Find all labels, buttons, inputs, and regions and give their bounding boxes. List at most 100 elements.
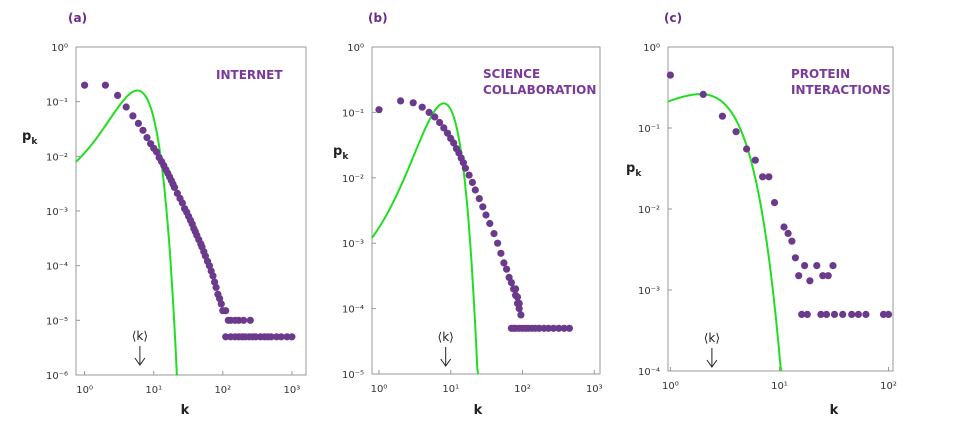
data-point	[497, 249, 505, 257]
panel-internet: (a) 10⁰ 10¹ 10² 10³10⁰10⁻¹10⁻²10⁻³10⁻⁴10⁻⁵1…	[22, 11, 307, 418]
x-tick-label: 10³	[586, 384, 603, 395]
y-tick-label: 10⁻²	[46, 152, 68, 163]
data-point	[751, 156, 759, 164]
data-point	[803, 310, 811, 318]
data-point	[565, 324, 574, 332]
data-point	[780, 223, 788, 231]
data-point	[503, 265, 511, 273]
data-point	[813, 262, 821, 270]
y-tick-label: 10⁻²	[638, 205, 660, 216]
ticks-c: 10⁰ 10¹ 10² 10⁰ 10⁻¹ 10⁻² 10⁻³ 10⁻⁴	[638, 43, 897, 392]
data-point	[443, 129, 452, 137]
points-b	[375, 97, 574, 332]
data-point	[791, 254, 800, 262]
y-tick-label: 10⁻⁵	[46, 316, 68, 327]
x-tick-label: 10²	[514, 384, 531, 395]
data-point	[465, 171, 473, 179]
x-tick-label: 10⁰	[76, 385, 93, 396]
data-point	[666, 71, 675, 79]
panel-science-collaboration: (b) 10⁰ 10¹ 10² 10³10⁰10⁻¹10⁻²10⁻³10⁻⁴10⁻⁵ …	[333, 11, 603, 418]
data-point	[461, 164, 469, 172]
data-point	[409, 99, 417, 107]
data-point	[129, 112, 137, 120]
data-point	[397, 97, 405, 105]
y-tick-label: 10⁻²	[342, 174, 364, 185]
data-point	[153, 148, 161, 156]
data-point	[217, 300, 225, 308]
panel-title-science-line-1: SCIENCE	[483, 67, 540, 81]
data-point	[795, 272, 803, 280]
y-tick-label: 10⁰	[347, 43, 364, 54]
panel-protein-interactions: (c) 10⁰ 10¹ 10² 10⁰ 10⁻¹ 10⁻² 10⁻³ 10⁻⁴ PROTEIN…	[626, 11, 897, 418]
data-point	[122, 103, 130, 111]
data-point	[798, 310, 806, 318]
data-point	[759, 173, 767, 181]
y-tick-label: 10⁻³	[638, 286, 660, 297]
data-point	[170, 183, 179, 191]
data-point	[884, 310, 893, 318]
mean-k-label-c: ⟨k⟩	[704, 331, 720, 345]
data-point	[425, 108, 433, 116]
data-point	[240, 316, 248, 324]
data-point	[555, 324, 563, 332]
mean-k-arrow-head-b	[440, 358, 452, 367]
data-point	[718, 112, 727, 120]
poisson-curve-b	[371, 102, 480, 375]
x-axis-label-a: k	[181, 403, 190, 418]
data-point	[515, 299, 523, 307]
data-point	[507, 279, 515, 287]
mean-k-label-a: ⟨k⟩	[132, 329, 148, 343]
x-tick-label: 10²	[214, 385, 231, 396]
data-point	[288, 333, 296, 341]
data-point	[101, 81, 109, 89]
panel-title-science-line-2: COLLABORATION	[483, 83, 596, 97]
x-axis-label-c: k	[830, 403, 839, 418]
data-point	[418, 103, 426, 111]
data-point	[788, 237, 796, 245]
data-point	[475, 195, 483, 203]
y-tick-label: 10⁻⁴	[638, 367, 660, 378]
data-point	[375, 106, 383, 114]
data-point	[511, 285, 520, 293]
poisson-curve-c	[667, 93, 783, 372]
y-tick-label: 10⁻⁶	[46, 371, 68, 382]
y-axis-label-b: pk	[333, 144, 349, 162]
data-point	[854, 310, 863, 318]
points-c	[666, 71, 893, 318]
panel-title-internet: INTERNET	[216, 68, 283, 82]
y-tick-label: 10⁰	[51, 43, 68, 54]
data-point	[765, 173, 773, 181]
y-tick-label: 10⁻⁴	[342, 305, 364, 316]
data-point	[440, 124, 448, 132]
data-point	[743, 145, 751, 153]
data-point	[494, 239, 502, 247]
data-point	[81, 81, 89, 89]
data-point	[879, 310, 888, 318]
y-tick-label: 10⁻³	[46, 207, 68, 218]
y-tick-label: 10⁻³	[342, 239, 364, 250]
data-point	[535, 324, 543, 332]
mean-k-marker-a: ⟨k⟩	[132, 329, 148, 366]
data-point	[732, 128, 740, 136]
data-point	[134, 119, 142, 127]
panel-label-a: (a)	[68, 11, 87, 25]
panel-label-b: (b)	[368, 11, 388, 25]
y-tick-label: 10⁻¹	[46, 98, 68, 109]
data-point	[471, 186, 479, 194]
data-point	[513, 293, 522, 301]
panel-title-protein-line-1: PROTEIN	[791, 67, 850, 81]
x-tick-label: 10³	[284, 385, 301, 396]
y-tick-label: 10⁰	[643, 43, 660, 54]
data-point	[784, 229, 792, 237]
y-axis-label-a: pk	[22, 129, 38, 147]
y-tick-label: 10⁻⁵	[342, 370, 364, 381]
data-point	[500, 259, 508, 267]
data-point	[549, 324, 558, 332]
data-point	[143, 134, 151, 142]
y-tick-label: 10⁻¹	[638, 124, 660, 135]
mean-k-marker-b: ⟨k⟩	[438, 330, 454, 367]
data-point	[246, 316, 254, 324]
data-point	[267, 333, 275, 341]
data-point	[431, 113, 439, 121]
